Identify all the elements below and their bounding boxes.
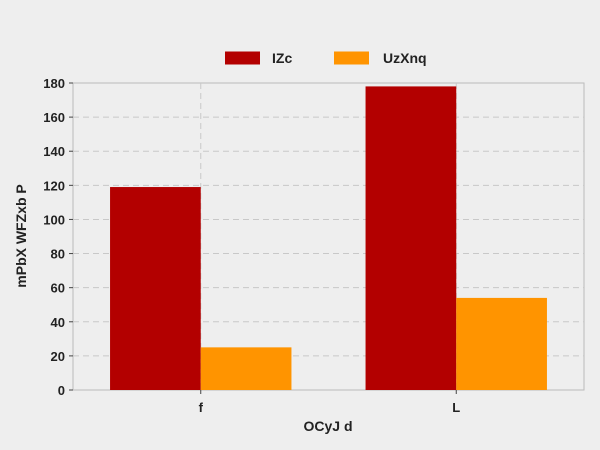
x-axis-label: OCyJ d (303, 418, 352, 434)
y-axis-ticks: 0 20 40 60 80 100 120 140 160 180 (43, 76, 73, 398)
y-tick-label: 100 (43, 212, 65, 227)
bars (110, 86, 547, 391)
x-tick-label: f (199, 400, 204, 415)
y-tick-label: 120 (43, 178, 65, 193)
legend: IZc UzXnq (225, 50, 427, 66)
y-tick-label: 180 (43, 76, 65, 91)
y-tick-label: 0 (58, 383, 65, 398)
x-tick-label: L (452, 400, 460, 415)
y-tick-label: 80 (51, 247, 65, 262)
y-tick-label: 140 (43, 144, 65, 159)
y-axis-label: mPbX WFZxb P (13, 184, 29, 287)
bar-IZc-f (110, 187, 201, 390)
legend-label-UzXnq: UzXnq (383, 50, 427, 66)
y-tick-label: 60 (51, 281, 65, 296)
bar-UzXnq-f (200, 347, 292, 390)
legend-swatch-UzXnq (334, 51, 369, 65)
bar-UzXnq-L (456, 297, 547, 390)
legend-label-IZc: IZc (272, 50, 292, 66)
bar-IZc-L (365, 86, 457, 391)
y-tick-label: 20 (51, 349, 65, 364)
legend-swatch-IZc (225, 51, 260, 65)
y-tick-label: 40 (51, 315, 65, 330)
y-tick-label: 160 (43, 110, 65, 125)
